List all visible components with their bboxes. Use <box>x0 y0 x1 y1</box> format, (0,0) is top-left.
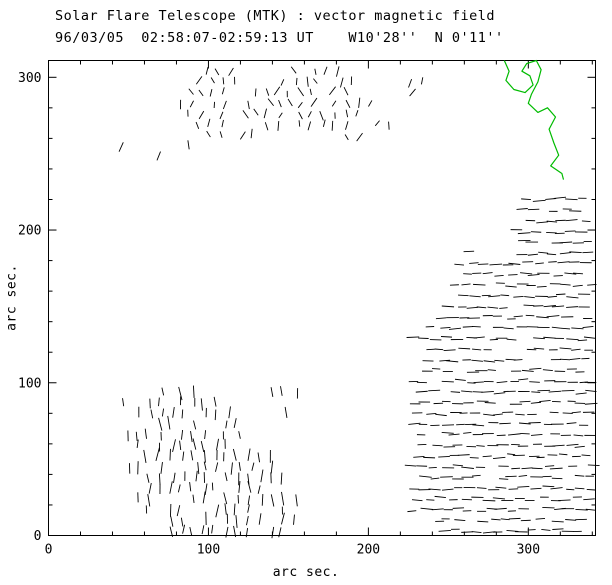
x-axis-label: arc sec. <box>272 565 340 580</box>
vector-cluster-right-plage-horizontal-field <box>404 196 600 534</box>
x-tick-label: 300 <box>517 543 540 558</box>
axis-ticks <box>48 60 596 536</box>
y-tick-label: 100 <box>18 376 41 391</box>
vector-cluster-upper-middle-mixed-field <box>118 66 424 161</box>
chart-title: Solar Flare Telescope (MTK) : vector mag… <box>55 8 496 24</box>
y-axis-label: arc sec. <box>4 264 20 331</box>
x-tick-label: 0 <box>45 543 53 558</box>
vector-cluster-lower-left-vertical-field <box>122 385 299 539</box>
chart-subtitle: 96/03/05 02:58:07-02:59:13 UT W10'28'' N… <box>55 30 504 46</box>
y-tick-label: 300 <box>18 71 41 86</box>
x-tick-label: 100 <box>197 543 220 558</box>
vector-field <box>118 66 600 539</box>
y-tick-label: 200 <box>18 224 41 239</box>
plot-frame <box>48 60 596 536</box>
contour-line <box>503 59 565 180</box>
x-tick-label: 200 <box>357 543 380 558</box>
tick-labels: 0 100 200 300 0 100 200 300 <box>18 71 540 558</box>
y-tick-label: 0 <box>34 529 42 544</box>
